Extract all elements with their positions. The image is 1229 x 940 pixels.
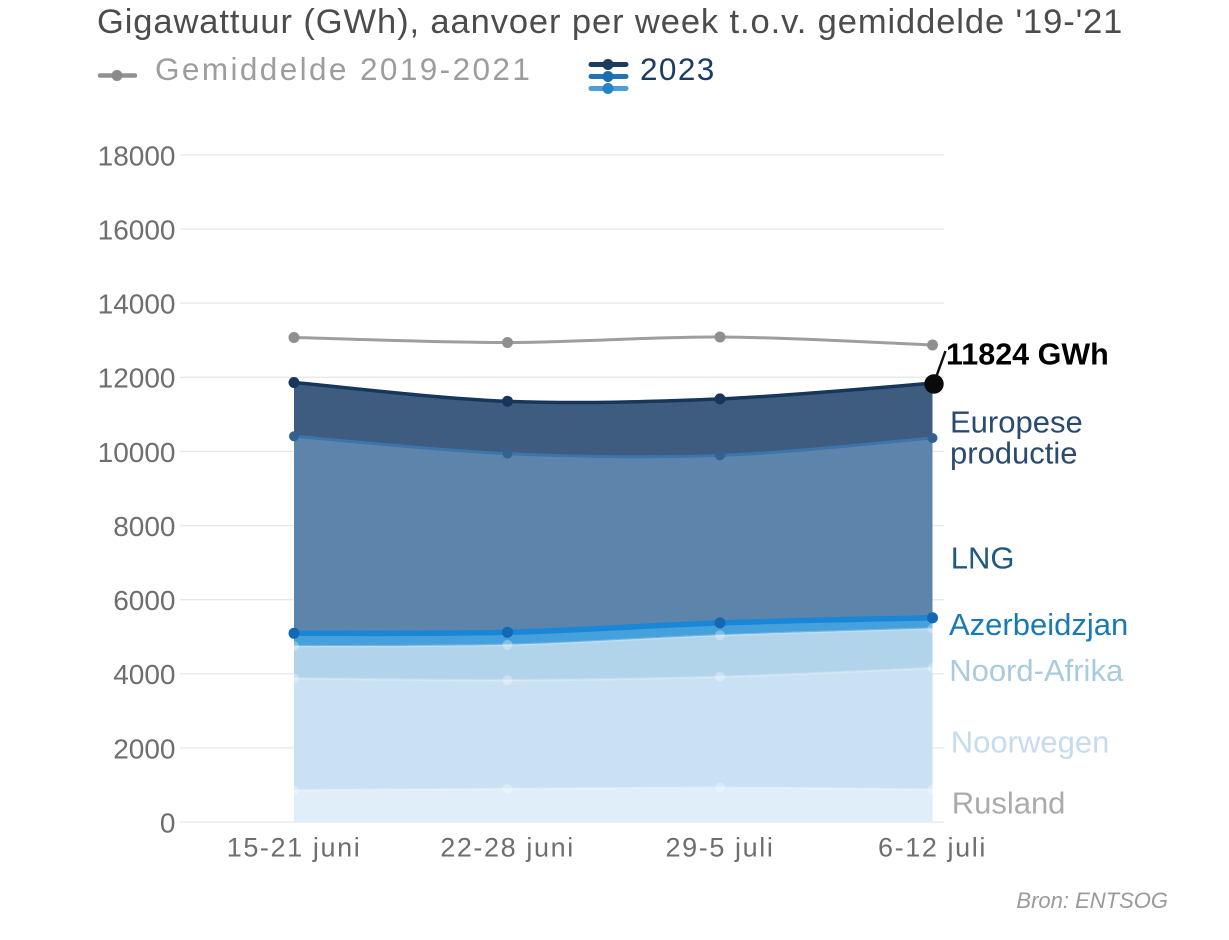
svg-text:22-28 juni: 22-28 juni (440, 833, 575, 863)
svg-text:8000: 8000 (113, 511, 175, 542)
svg-text:14000: 14000 (98, 289, 176, 320)
svg-text:Azerbeidzjan: Azerbeidzjan (949, 607, 1128, 642)
svg-text:Bron: ENTSOG: Bron: ENTSOG (1016, 888, 1168, 913)
svg-text:15-21 juni: 15-21 juni (227, 833, 362, 863)
svg-text:LNG: LNG (951, 540, 1015, 575)
svg-text:11824 GWh: 11824 GWh (946, 338, 1109, 372)
svg-text:6000: 6000 (113, 585, 175, 616)
svg-text:2000: 2000 (113, 733, 175, 764)
svg-text:10000: 10000 (98, 437, 176, 468)
svg-text:Gemiddelde 2019-2021: Gemiddelde 2019-2021 (155, 51, 532, 87)
svg-text:Europese: Europese (950, 405, 1083, 440)
svg-text:18000: 18000 (98, 140, 176, 171)
svg-text:productie: productie (950, 435, 1078, 470)
svg-text:4000: 4000 (113, 659, 175, 690)
svg-text:2023: 2023 (640, 51, 716, 87)
svg-text:0: 0 (160, 807, 176, 838)
svg-text:Noorwegen: Noorwegen (951, 725, 1110, 760)
svg-text:6-12 juli: 6-12 juli (878, 833, 987, 863)
svg-text:12000: 12000 (98, 363, 176, 394)
svg-text:Gigawattuur (GWh), aanvoer per: Gigawattuur (GWh), aanvoer per week t.o.… (97, 3, 1123, 41)
svg-text:Rusland: Rusland (952, 785, 1066, 820)
svg-text:29-5 juli: 29-5 juli (666, 833, 775, 863)
svg-text:16000: 16000 (98, 215, 176, 246)
svg-text:Noord-Afrika: Noord-Afrika (949, 653, 1124, 688)
